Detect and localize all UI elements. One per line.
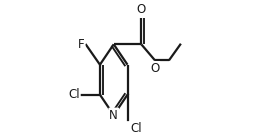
Text: N: N (109, 109, 118, 122)
Text: Cl: Cl (68, 88, 80, 101)
Text: F: F (78, 38, 85, 51)
Text: O: O (150, 62, 160, 75)
Text: O: O (137, 2, 146, 15)
Text: Cl: Cl (130, 122, 141, 135)
